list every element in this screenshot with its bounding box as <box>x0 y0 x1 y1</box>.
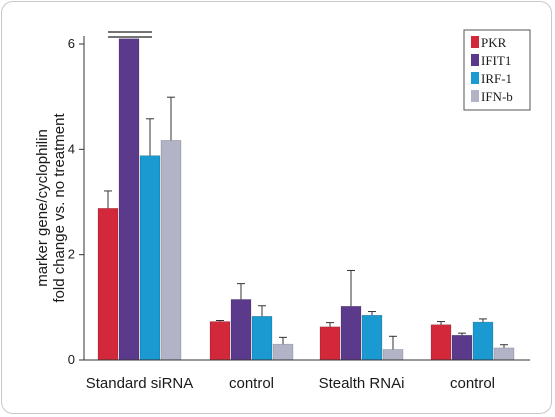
bar-ifn-b-2 <box>382 349 404 361</box>
bar-ifn-b-0 <box>160 140 182 361</box>
category-label: control <box>229 375 274 392</box>
legend-label: IRF-1 <box>481 71 512 86</box>
error-bars <box>104 96 508 350</box>
legend-swatch <box>471 90 479 102</box>
bar-pkr-0 <box>97 208 119 361</box>
y-tick-label: 2 <box>68 247 75 262</box>
bar-ifn-b-1 <box>272 343 294 361</box>
legend-swatch <box>471 36 479 48</box>
legend: PKR IFIT1 IRF-1 IFN-b <box>463 29 531 111</box>
legend-label: IFN-b <box>481 89 513 104</box>
bars <box>97 38 515 361</box>
category-label: control <box>450 375 495 392</box>
y-tick-label: 6 <box>68 36 75 51</box>
legend-label: PKR <box>481 35 507 50</box>
y-axis-label-line-1: marker gene/cyclophilin <box>34 129 51 287</box>
bar-ifit1-3 <box>451 334 473 361</box>
y-axis-label-line-2: fold change vs. no treatment <box>51 113 68 303</box>
bar-ifit1-1 <box>230 299 252 361</box>
bar-ifn-b-3 <box>493 347 515 361</box>
y-axis-label: marker gene/cyclophilin fold change vs. … <box>34 113 68 303</box>
y-tick-label: 0 <box>68 352 75 367</box>
bar-irf-1-1 <box>251 315 273 361</box>
y-tick-label: 4 <box>68 141 75 156</box>
category-labels: Standard siRNA control Stealth RNAi control <box>86 375 495 392</box>
bar-ifit1-0 <box>118 38 140 361</box>
y-axis-ticks: 0 2 4 6 <box>68 36 84 367</box>
legend-label: IFIT1 <box>481 53 511 68</box>
bar-pkr-3 <box>430 324 452 361</box>
category-label: Stealth RNAi <box>319 375 405 392</box>
legend-swatch <box>471 72 479 84</box>
bar-ifit1-2 <box>340 305 362 361</box>
bar-pkr-1 <box>209 321 231 361</box>
bar-irf-1-2 <box>361 314 383 361</box>
category-label: Standard siRNA <box>86 375 194 392</box>
bar-irf-1-3 <box>472 321 494 361</box>
legend-swatch <box>471 54 479 66</box>
axes <box>83 31 530 361</box>
bar-irf-1-0 <box>139 155 161 361</box>
bar-pkr-2 <box>319 326 341 361</box>
